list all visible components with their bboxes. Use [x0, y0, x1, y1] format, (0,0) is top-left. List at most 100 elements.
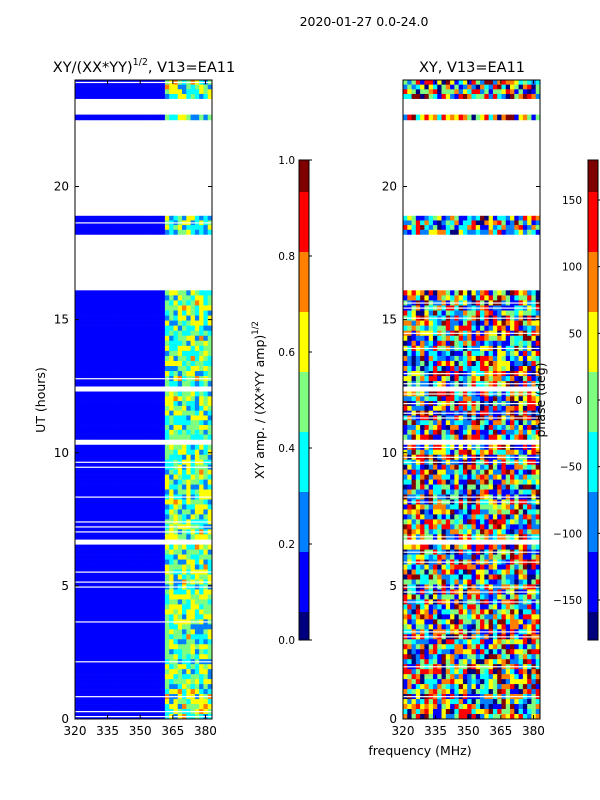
phase-heat-cell [522, 474, 528, 480]
amplitude-heat-cell [190, 355, 196, 362]
amplitude-heat-cell [113, 594, 119, 600]
amplitude-heat-cell [169, 345, 174, 352]
amplitude-heat-cell [156, 360, 162, 367]
phase-heat-cell [505, 449, 511, 456]
amplitude-heat-cell [100, 589, 106, 595]
phase-heat-cell [497, 659, 502, 665]
phase-heat-cell [462, 684, 468, 690]
amplitude-panel-title: XY/(XX*YY)1/2, V13=EA11 [53, 57, 235, 76]
phase-heat-cell [450, 689, 455, 695]
amplitude-heat-cell [109, 340, 114, 347]
amplitude-heat-cell [79, 684, 84, 690]
amplitude-heat-cell [104, 401, 110, 407]
amplitude-heat-cell [139, 350, 144, 357]
amplitude-heat-cell [177, 401, 183, 407]
amplitude-heat-cell [194, 704, 200, 710]
phase-heat-cell [518, 594, 524, 600]
phase-heat-cell [484, 654, 490, 660]
amplitude-heat-cell [130, 674, 136, 680]
phase-heat-cell [497, 714, 502, 720]
amplitude-heat-cell [75, 504, 80, 510]
phase-heat-cell [424, 519, 430, 525]
phase-heat-cell [505, 624, 511, 630]
amplitude-heat-cell [207, 629, 213, 635]
amplitude-heat-cell [117, 401, 123, 407]
phase-heat-cell [454, 509, 460, 515]
amplitude-heat-cell [203, 415, 209, 421]
amplitude-heat-cell [100, 554, 106, 560]
amplitude-heat-cell [122, 634, 127, 640]
amplitude-heat-cell [182, 614, 187, 620]
amplitude-heat-cell [104, 360, 110, 367]
amplitude-heat-cell [109, 549, 114, 555]
amplitude-heat-cell [194, 604, 200, 610]
phase-heat-cell [488, 554, 494, 560]
amplitude-heat-cell [75, 634, 80, 640]
phase-heat-cell [420, 649, 425, 655]
amplitude-heat-cell [169, 454, 174, 460]
phase-heat-cell [403, 564, 408, 570]
amplitude-heat-cell [126, 689, 132, 695]
amplitude-heat-cell [117, 335, 123, 342]
amplitude-heat-cell [143, 84, 149, 90]
amplitude-colorbar-segment [299, 308, 309, 313]
phase-heat-cell [441, 614, 447, 620]
phase-heat-cell [527, 604, 532, 610]
amplitude-heat-cell [147, 454, 153, 460]
amplitude-heat-cell [160, 429, 166, 435]
amplitude-heat-cell [109, 396, 114, 402]
phase-heat-cell [437, 514, 442, 520]
phase-heat-cell [420, 489, 425, 495]
phase-heat-cell [445, 509, 451, 515]
phase-heat-cell [424, 504, 430, 510]
phase-heat-cell [428, 489, 434, 495]
amplitude-heat-cell [169, 469, 174, 475]
amplitude-colorbar-segment [299, 460, 309, 465]
amplitude-heat-cell [160, 509, 166, 515]
amplitude-heat-cell [156, 215, 162, 221]
amplitude-heat-cell [96, 355, 102, 362]
amplitude-heat-cell [152, 366, 157, 372]
phase-heat-cell [535, 654, 541, 660]
phase-heat-cell [441, 604, 447, 610]
phase-heat-cell [462, 524, 468, 530]
amplitude-heat-cell [79, 360, 84, 367]
phase-heat-cell [488, 574, 494, 580]
amplitude-heat-cell [186, 454, 191, 460]
phase-heat-cell [445, 659, 451, 665]
amplitude-heat-cell [199, 340, 204, 347]
amplitude-heat-cell [190, 84, 196, 90]
amplitude-heat-cell [203, 89, 209, 95]
phase-heat-cell [458, 604, 464, 610]
amplitude-heat-cell [96, 300, 102, 306]
phase-heat-cell [518, 529, 524, 535]
amplitude-heat-cell [100, 664, 106, 670]
amplitude-heat-cell [83, 340, 89, 347]
amplitude-heat-cell [109, 355, 114, 362]
amplitude-heat-cell [126, 684, 132, 690]
amplitude-heat-cell [152, 549, 157, 555]
amplitude-heat-cell [126, 699, 132, 705]
amplitude-heat-cell [117, 114, 123, 121]
amplitude-heat-cell [87, 654, 93, 660]
amplitude-heat-cell [186, 434, 191, 440]
phase-heat-cell [432, 709, 438, 715]
amplitude-heat-cell [79, 514, 84, 520]
amplitude-heat-cell [194, 514, 200, 520]
amplitude-heat-cell [207, 340, 213, 347]
phase-heat-cell [531, 524, 537, 530]
amplitude-heat-cell [113, 405, 119, 411]
phase-heat-cell [428, 469, 434, 475]
amplitude-heat-cell [117, 489, 123, 495]
amplitude-heat-cell [203, 350, 209, 357]
phase-heat-cell [527, 674, 532, 680]
phase-heat-cell [535, 659, 541, 665]
amplitude-heat-cell [169, 499, 174, 505]
phase-heat-cell [480, 714, 485, 720]
amplitude-heat-cell [83, 429, 89, 435]
amplitude-heat-cell [186, 396, 191, 402]
amplitude-colorbar-segment [299, 184, 309, 189]
amplitude-heat-cell [87, 415, 93, 421]
phase-heat-cell [450, 574, 455, 580]
amplitude-heat-cell [160, 614, 166, 620]
